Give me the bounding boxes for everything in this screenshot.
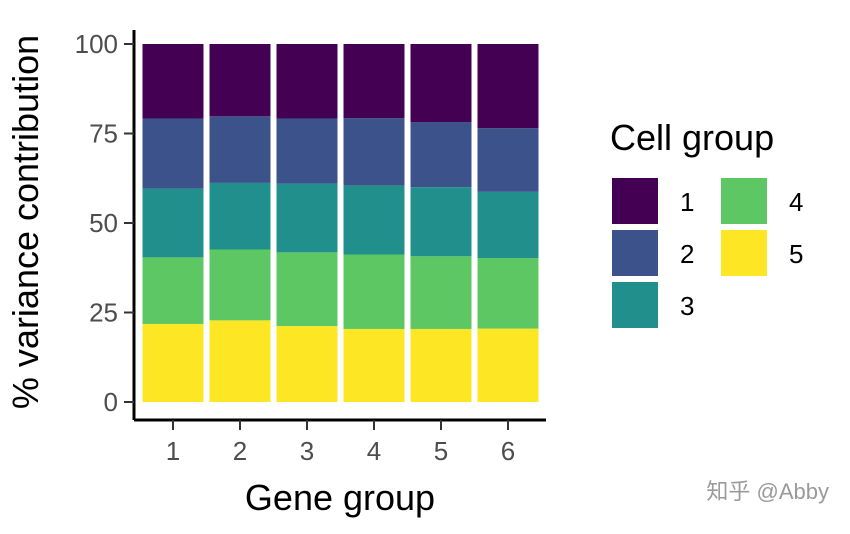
bar-segment-gene-5-cell-3 [410,187,472,257]
bar-segment-gene-4-cell-4 [343,254,405,329]
legend-label-4: 4 [789,187,803,217]
legend-label-2: 2 [680,239,694,269]
bar-segment-gene-6-cell-2 [477,128,539,192]
y-tick-label: 50 [89,208,118,238]
bar-segment-gene-4-cell-1 [343,44,405,119]
y-axis-title: % variance contribution [5,35,46,409]
bar-segment-gene-6-cell-5 [477,328,539,402]
bar-segment-gene-1-cell-4 [142,257,204,324]
x-tick-label: 6 [501,436,515,466]
bar-segment-gene-2-cell-5 [209,320,271,402]
bar-segment-gene-2-cell-1 [209,44,271,117]
legend-swatch-5 [721,230,767,276]
bar-segment-gene-1-cell-5 [142,323,204,402]
legend-swatch-2 [612,230,658,276]
x-tick-label: 1 [166,436,180,466]
bar-segment-gene-6-cell-4 [477,258,539,329]
x-ticks-layer: 1 2 3 4 5 6 [166,420,515,466]
bar-segment-gene-5-cell-4 [410,256,472,329]
y-tick-label: 25 [89,298,118,328]
bar-segment-gene-4-cell-5 [343,328,405,402]
bar-segment-gene-4-cell-2 [343,118,405,186]
legend-label-1: 1 [680,187,694,217]
legend-label-5: 5 [789,239,803,269]
y-tick-label: 0 [104,387,118,417]
legend-swatch-4 [721,178,767,224]
bar-segment-gene-1-cell-3 [142,188,204,258]
legend-swatch-3 [612,282,658,328]
bar-segment-gene-5-cell-2 [410,122,472,188]
legend-label-3: 3 [680,291,694,321]
bar-segment-gene-1-cell-1 [142,44,204,119]
legend-title: Cell group [610,117,774,158]
y-tick-label: 100 [75,29,118,59]
bar-segment-gene-2-cell-3 [209,182,271,250]
bar-segment-gene-3-cell-1 [276,44,338,119]
bars-layer [142,44,539,402]
watermark-text: 知乎 @Abby [706,479,829,504]
bar-segment-gene-4-cell-3 [343,185,405,255]
bar-segment-gene-5-cell-5 [410,328,472,402]
bar-segment-gene-5-cell-1 [410,44,472,123]
axes-layer [132,30,546,422]
bar-segment-gene-2-cell-2 [209,116,271,183]
legend: Cell group 1 2 3 4 5 [610,117,803,328]
bar-segment-gene-6-cell-3 [477,191,539,259]
x-tick-label: 2 [233,436,247,466]
x-tick-label: 3 [300,436,314,466]
x-tick-label: 4 [367,436,381,466]
legend-swatch-1 [612,178,658,224]
bar-segment-gene-3-cell-2 [276,118,338,184]
bar-segment-gene-3-cell-3 [276,183,338,253]
bar-segment-gene-2-cell-4 [209,249,271,321]
bar-segment-gene-1-cell-2 [142,118,204,189]
bar-segment-gene-3-cell-4 [276,252,338,327]
bar-segment-gene-3-cell-5 [276,326,338,402]
bar-segment-gene-6-cell-1 [477,44,539,129]
y-tick-label: 75 [89,119,118,149]
x-tick-label: 5 [434,436,448,466]
x-axis-title: Gene group [245,477,435,518]
y-ticks-layer: 0 25 50 75 100 [75,29,134,417]
